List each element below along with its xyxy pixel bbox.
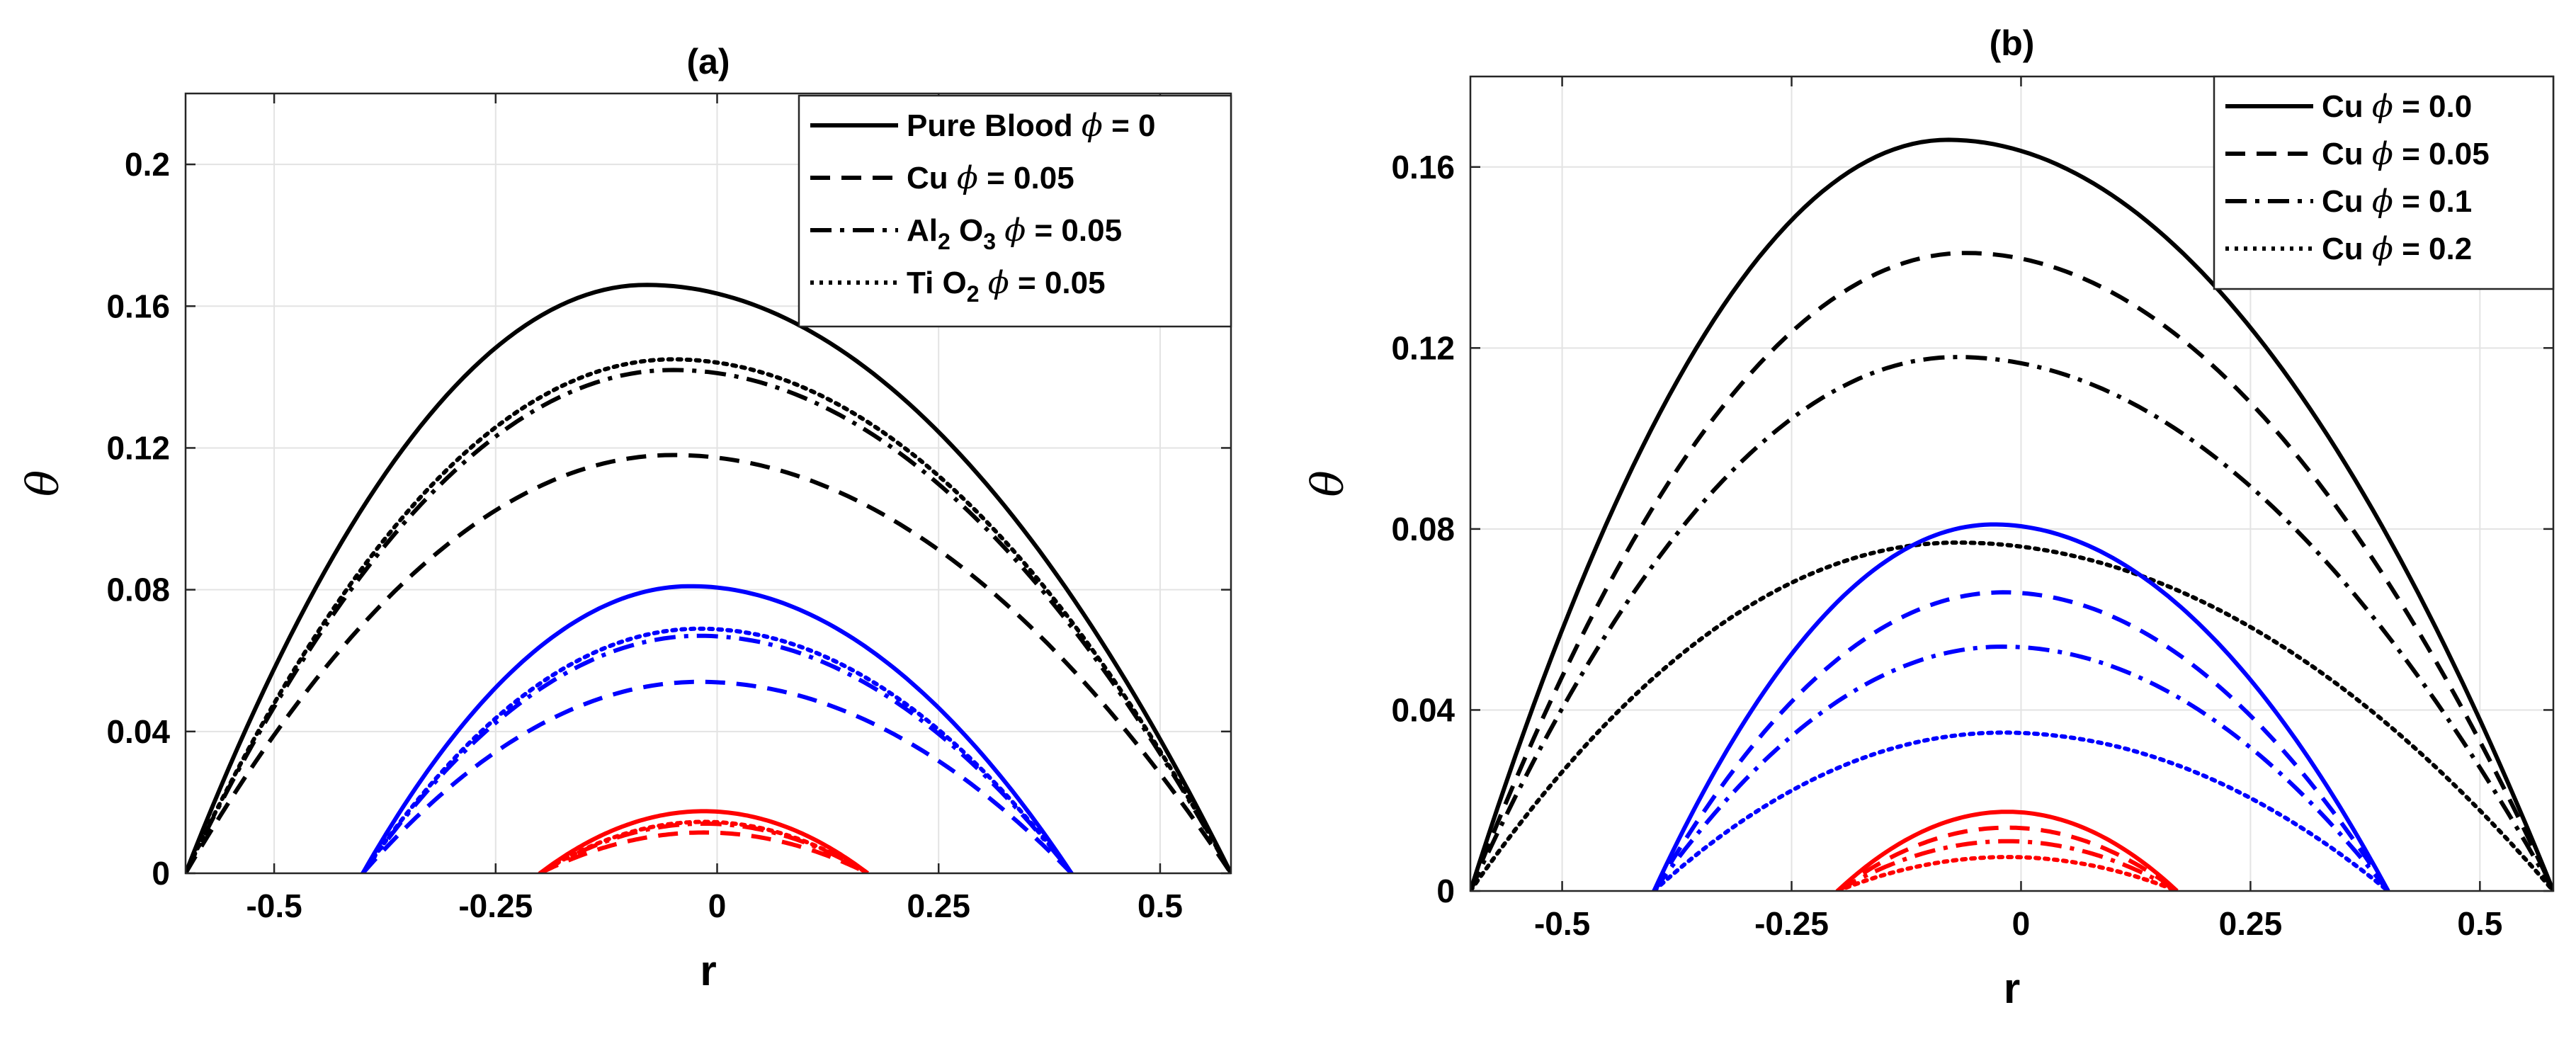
legend-label: Pure Blood ϕ = 0: [907, 108, 1156, 144]
series-line-inner-dashdot: [1836, 839, 2179, 891]
x-tick-label: 0.5: [1137, 887, 1183, 924]
legend-label-part: Cu: [907, 161, 957, 195]
x-axis-label: r: [700, 947, 716, 994]
legend-label-part: 2: [938, 229, 951, 254]
series-line-inner-solid: [1836, 810, 2179, 891]
series-line-inner-dotted: [538, 819, 870, 873]
legend-label-part: = 0.05: [1009, 266, 1106, 300]
legend-label-part: = 0.0: [2393, 89, 2472, 124]
series-line-middle-dashed: [1652, 590, 2390, 891]
x-axis-label: r: [2004, 965, 2020, 1012]
legend-label-part: Cu: [2322, 184, 2372, 219]
legend-label: Al2 O3 ϕ = 0.05: [907, 212, 1122, 254]
series-line-outer-solid: [1470, 137, 2553, 891]
series-line-outer-solid: [186, 283, 1231, 873]
legend-label-part: ϕ: [1004, 212, 1026, 249]
y-tick-label: 0.16: [1391, 149, 1455, 186]
legend-label-part: ϕ: [988, 265, 1009, 301]
legend-label-part: ϕ: [957, 160, 978, 196]
series-line-inner-dashed: [1836, 825, 2179, 891]
y-tick-label: 0.04: [106, 713, 170, 750]
legend-label: Ti O2 ϕ = 0.05: [907, 265, 1106, 307]
series-line-outer-dashed: [1470, 251, 2553, 891]
y-tick-label: 0: [152, 855, 170, 892]
legend-label-part: = 0.05: [1026, 213, 1122, 248]
x-tick-label: 0.25: [907, 887, 970, 924]
series-line-middle-solid: [361, 584, 1074, 873]
y-tick-label: 0.08: [106, 572, 170, 608]
legend-label: Cu ϕ = 0.2: [2322, 231, 2472, 267]
series-group: [1470, 137, 2553, 891]
series-line-middle-dashdot: [1652, 644, 2390, 891]
legend-label: Cu ϕ = 0.05: [2322, 136, 2490, 172]
legend-label-part: = 0.2: [2393, 232, 2472, 266]
legend-label-part: ϕ: [1082, 108, 1103, 144]
chart-title: (a): [686, 42, 730, 81]
legend-label-part: [980, 266, 988, 300]
legend-label: Cu ϕ = 0.05: [907, 160, 1074, 196]
y-tick-label: 0.08: [1391, 511, 1455, 547]
legend-label: Cu ϕ = 0.1: [2322, 183, 2472, 220]
axes-frame: [184, 92, 1232, 875]
y-tick-label: 0: [1436, 873, 1455, 909]
legend-label-part: 3: [983, 229, 996, 254]
series-line-middle-dashed: [361, 679, 1073, 873]
x-tick-label: -0.5: [246, 887, 302, 924]
legend-label-part: = 0.05: [978, 161, 1074, 195]
legend-label: Cu ϕ = 0.0: [2322, 89, 2472, 125]
legend-label-part: Pure Blood: [907, 108, 1082, 143]
x-tick-label: -0.5: [1534, 905, 1590, 942]
legend-label-part: Cu: [2322, 232, 2372, 266]
y-axis-label: θ: [1302, 470, 1354, 496]
x-tick-label: -0.25: [1754, 905, 1829, 942]
series-line-outer-dotted: [186, 357, 1231, 873]
panel-a: -0.5 -0.25 0 0.25 0.5 0 0.04 0.08 0.12 0.16 0.2 (a)…: [17, 42, 1232, 994]
series-line-inner-dashed: [538, 830, 869, 873]
series-line-inner-dotted: [1835, 855, 2179, 891]
series-line-middle-dotted: [361, 626, 1074, 873]
y-tick-label: 0.12: [1391, 329, 1455, 366]
legend-label-part: = 0: [1103, 108, 1156, 143]
legend-label-part: Cu: [2322, 137, 2372, 171]
legend-label-part: Cu: [2322, 89, 2372, 124]
legend-label-part: ϕ: [2372, 136, 2393, 172]
series-line-outer-dashdot: [1470, 355, 2553, 891]
series-line-middle-solid: [1652, 522, 2390, 891]
x-tick-label: 0: [2012, 905, 2031, 942]
series-group: [186, 283, 1231, 873]
series-line-outer-dashed: [186, 453, 1231, 873]
series-line-middle-dashdot: [361, 633, 1074, 873]
legend-box: [2213, 75, 2555, 290]
x-tick-label: 0.5: [2457, 905, 2502, 942]
series-line-middle-dotted: [1652, 730, 2390, 891]
legend-label-part: ϕ: [2372, 183, 2393, 220]
legend-label-part: ϕ: [2372, 89, 2393, 125]
legend-label-part: = 0.05: [2393, 137, 2490, 171]
x-tick-label: 0: [708, 887, 727, 924]
chart-title: (b): [1990, 23, 2035, 63]
series-line-inner-solid: [538, 809, 869, 873]
y-tick-label: 0.04: [1391, 691, 1455, 728]
legend-box: [798, 94, 1232, 328]
x-tick-label: -0.25: [458, 887, 533, 924]
legend-label-part: Ti O: [907, 266, 967, 300]
axes-frame: [1469, 75, 2555, 892]
y-tick-label: 0.2: [125, 146, 170, 183]
legend-label-part: 2: [967, 281, 980, 307]
legend-label-part: = 0.1: [2393, 184, 2472, 219]
legend-label-part: O: [951, 213, 983, 248]
series-line-outer-dotted: [1470, 540, 2553, 891]
legend-label-part: Al: [907, 213, 938, 248]
x-tick-label: 0.25: [2219, 905, 2283, 942]
legend-label-part: [996, 213, 1004, 248]
y-tick-label: 0.16: [106, 288, 170, 324]
y-axis-label: θ: [17, 470, 69, 496]
series-line-outer-dashdot: [186, 368, 1231, 873]
y-tick-label: 0.12: [106, 429, 170, 466]
panel-b: -0.5 -0.25 0 0.25 0.5 0 0.04 0.08 0.12 0.16 (b) r θ C…: [1302, 23, 2555, 1012]
legend-label-part: ϕ: [2372, 231, 2393, 267]
